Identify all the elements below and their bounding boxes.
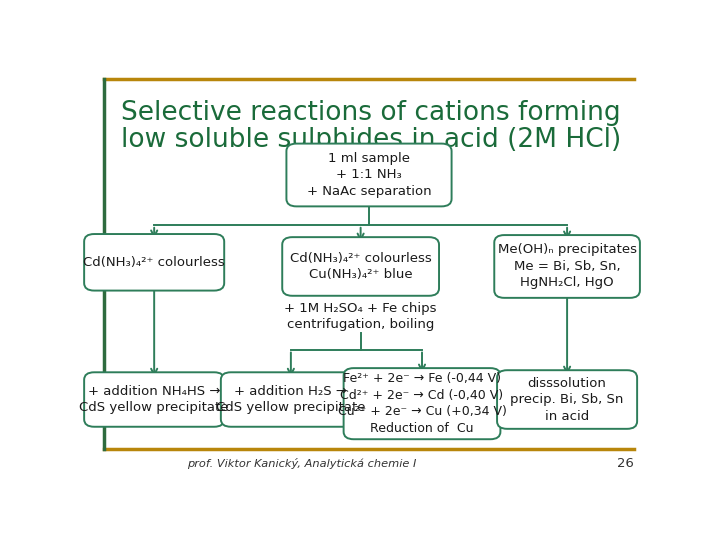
Text: low soluble sulphides in acid (2M HCl): low soluble sulphides in acid (2M HCl)	[121, 127, 621, 153]
FancyBboxPatch shape	[84, 372, 224, 427]
FancyBboxPatch shape	[497, 370, 637, 429]
Text: Cd(NH₃)₄²⁺ colourless: Cd(NH₃)₄²⁺ colourless	[84, 256, 225, 269]
FancyBboxPatch shape	[343, 368, 500, 439]
FancyBboxPatch shape	[221, 372, 361, 427]
Text: Cd(NH₃)₄²⁺ colourless
Cu(NH₃)₄²⁺ blue: Cd(NH₃)₄²⁺ colourless Cu(NH₃)₄²⁺ blue	[289, 252, 431, 281]
Text: Selective reactions of cations forming: Selective reactions of cations forming	[121, 99, 621, 126]
FancyBboxPatch shape	[84, 234, 224, 291]
Text: 1 ml sample
+ 1:1 NH₃
+ NaAc separation: 1 ml sample + 1:1 NH₃ + NaAc separation	[307, 152, 431, 198]
Text: prof. Viktor Kanický, Analytická chemie I: prof. Viktor Kanický, Analytická chemie …	[187, 458, 417, 469]
FancyBboxPatch shape	[287, 144, 451, 206]
Text: + addition NH₄HS →
CdS yellow precipitate: + addition NH₄HS → CdS yellow precipitat…	[79, 385, 229, 414]
FancyBboxPatch shape	[282, 237, 439, 296]
FancyBboxPatch shape	[494, 235, 640, 298]
Text: 26: 26	[617, 457, 634, 470]
Text: disssolution
precip. Bi, Sb, Sn
in acid: disssolution precip. Bi, Sb, Sn in acid	[510, 376, 624, 422]
Text: Fe²⁺ + 2e⁻ → Fe (-0,44 V)
Cd²⁺ + 2e⁻ → Cd (-0,40 V)
Cu²⁺ + 2e⁻ → Cu (+0,34 V)
Re: Fe²⁺ + 2e⁻ → Fe (-0,44 V) Cd²⁺ + 2e⁻ → C…	[338, 373, 506, 435]
Text: + addition H₂S →
CdS yellow precipitate: + addition H₂S → CdS yellow precipitate	[216, 385, 366, 414]
Text: + 1M H₂SO₄ + Fe chips
centrifugation, boiling: + 1M H₂SO₄ + Fe chips centrifugation, bo…	[284, 302, 437, 331]
Text: Me(OH)ₙ precipitates
Me = Bi, Sb, Sn,
HgNH₂Cl, HgO: Me(OH)ₙ precipitates Me = Bi, Sb, Sn, Hg…	[498, 244, 636, 289]
